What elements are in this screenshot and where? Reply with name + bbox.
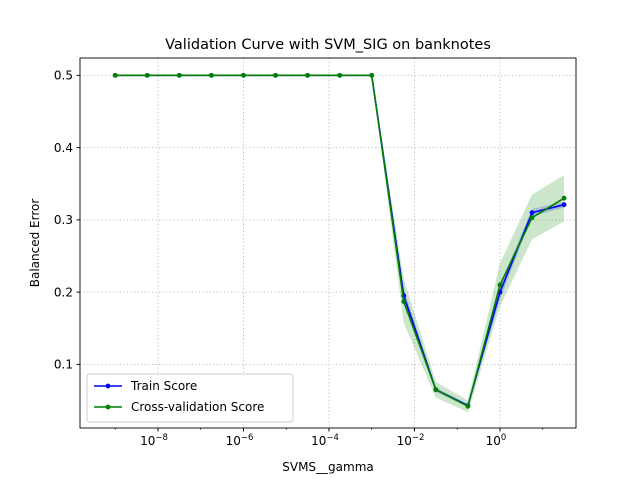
y-tick-label: 0.4 bbox=[54, 141, 73, 155]
legend: Train Score Cross-validation Score bbox=[86, 373, 294, 423]
cv-score-point bbox=[465, 403, 471, 409]
chart-title: Validation Curve with SVM_SIG on banknot… bbox=[165, 37, 491, 53]
y-tick-label: 0.5 bbox=[54, 69, 73, 83]
grid bbox=[80, 58, 576, 428]
cv-score-point bbox=[241, 72, 246, 78]
cv-score-point bbox=[497, 282, 503, 288]
cv-score-point bbox=[337, 72, 343, 78]
cv-score-point bbox=[433, 387, 439, 393]
train-score-point bbox=[561, 202, 567, 208]
y-tick-label: 0.2 bbox=[54, 285, 73, 299]
x-tick-label: 10−6 bbox=[226, 433, 254, 448]
cv-score-point bbox=[112, 72, 118, 78]
x-tick-label: 10−8 bbox=[140, 433, 168, 448]
cv-score-point bbox=[305, 72, 310, 78]
legend-marker-cv bbox=[105, 404, 111, 410]
axis-ticks: 0.1 0.2 0.3 0.4 0.5 10−8 10−6 10−4 10−2 100 bbox=[54, 69, 544, 448]
x-tick-label: 10−4 bbox=[311, 433, 339, 448]
cv-score-point bbox=[273, 72, 278, 78]
legend-box bbox=[86, 373, 294, 423]
legend-marker-train bbox=[105, 383, 111, 389]
cv-score-point bbox=[176, 72, 182, 78]
cv-score-point bbox=[144, 72, 150, 78]
y-tick-label: 0.3 bbox=[54, 213, 73, 227]
x-axis-label: SVMS__gamma bbox=[282, 460, 374, 474]
cv-score-point bbox=[401, 299, 407, 304]
y-axis-label: Balanced Error bbox=[28, 199, 42, 288]
x-tick-label: 100 bbox=[486, 433, 507, 448]
train-score-point bbox=[529, 210, 535, 216]
x-tick-label: 10−2 bbox=[397, 433, 425, 448]
legend-label-train: Train Score bbox=[130, 379, 197, 393]
plot-frame bbox=[79, 57, 577, 429]
legend-label-cv: Cross-validation Score bbox=[131, 400, 264, 414]
cv-score-point bbox=[209, 72, 214, 78]
cv-score-point bbox=[529, 215, 535, 221]
cv-score-point bbox=[369, 72, 375, 78]
cv-score-point bbox=[561, 195, 567, 201]
series-lines bbox=[112, 72, 567, 409]
y-tick-label: 0.1 bbox=[54, 358, 73, 372]
